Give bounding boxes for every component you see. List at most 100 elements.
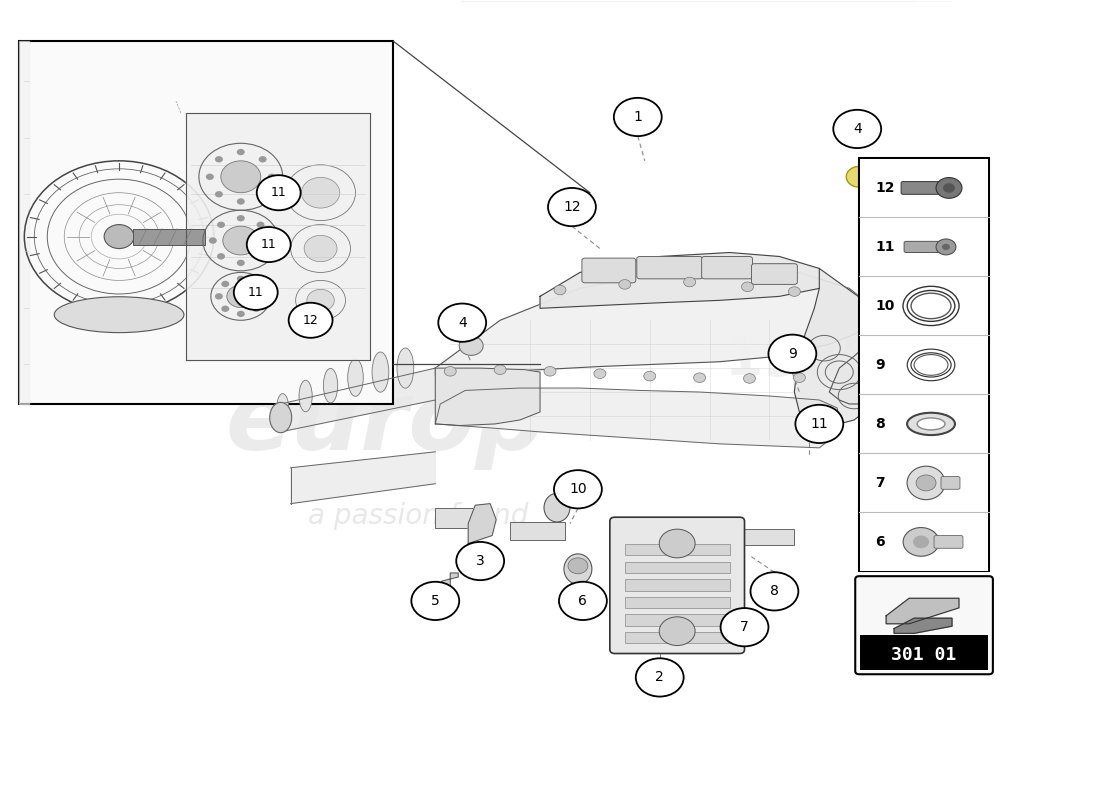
Ellipse shape	[917, 418, 945, 430]
Circle shape	[684, 278, 695, 286]
Ellipse shape	[372, 352, 388, 392]
Circle shape	[916, 475, 936, 491]
Circle shape	[444, 366, 456, 376]
Text: 10: 10	[569, 482, 586, 496]
Circle shape	[301, 178, 340, 208]
Circle shape	[936, 239, 956, 255]
Circle shape	[304, 235, 337, 262]
Text: 12: 12	[876, 181, 894, 195]
Ellipse shape	[270, 402, 292, 433]
Circle shape	[694, 373, 705, 382]
Bar	[859, 158, 989, 571]
Circle shape	[288, 302, 332, 338]
Text: 8: 8	[876, 417, 884, 431]
Text: 4: 4	[458, 316, 466, 330]
Ellipse shape	[564, 554, 592, 584]
Circle shape	[942, 244, 950, 250]
Circle shape	[494, 365, 506, 374]
Bar	[625, 562, 729, 573]
Circle shape	[903, 527, 939, 556]
Circle shape	[209, 238, 217, 244]
Ellipse shape	[323, 369, 338, 403]
Circle shape	[456, 542, 504, 580]
FancyBboxPatch shape	[609, 517, 745, 654]
Circle shape	[223, 226, 258, 255]
FancyBboxPatch shape	[855, 576, 993, 674]
Circle shape	[846, 166, 872, 187]
Circle shape	[644, 371, 656, 381]
Circle shape	[438, 303, 486, 342]
Bar	[860, 395, 988, 453]
Polygon shape	[20, 42, 30, 404]
Text: 11: 11	[261, 238, 276, 251]
Circle shape	[236, 260, 245, 266]
Circle shape	[619, 280, 630, 289]
Circle shape	[459, 336, 483, 355]
Circle shape	[217, 253, 226, 259]
FancyBboxPatch shape	[582, 258, 636, 283]
Circle shape	[307, 290, 334, 311]
Circle shape	[793, 373, 805, 382]
FancyBboxPatch shape	[904, 242, 942, 253]
Polygon shape	[280, 368, 436, 432]
Text: 12: 12	[302, 314, 319, 326]
Ellipse shape	[299, 380, 312, 412]
Circle shape	[913, 535, 930, 548]
Circle shape	[256, 222, 264, 228]
Polygon shape	[436, 269, 869, 376]
Circle shape	[227, 285, 255, 307]
Circle shape	[267, 174, 276, 180]
Text: 5: 5	[431, 594, 440, 608]
Circle shape	[252, 306, 261, 312]
FancyBboxPatch shape	[901, 182, 945, 194]
Polygon shape	[436, 368, 540, 426]
Bar	[860, 635, 988, 670]
Circle shape	[104, 225, 134, 249]
Text: 2: 2	[656, 670, 664, 685]
Circle shape	[236, 310, 245, 317]
Polygon shape	[685, 0, 952, 2]
Bar	[20, 42, 394, 404]
Text: 7: 7	[876, 476, 884, 490]
Ellipse shape	[908, 413, 955, 435]
FancyBboxPatch shape	[637, 257, 703, 279]
Circle shape	[256, 253, 264, 259]
Bar	[860, 514, 988, 570]
Circle shape	[789, 286, 801, 296]
Circle shape	[720, 608, 769, 646]
Circle shape	[221, 281, 229, 287]
Ellipse shape	[544, 494, 570, 522]
Circle shape	[659, 617, 695, 646]
Circle shape	[256, 175, 300, 210]
Circle shape	[750, 572, 799, 610]
Text: 1: 1	[634, 110, 642, 124]
Circle shape	[636, 658, 684, 697]
Bar	[860, 336, 988, 394]
Circle shape	[214, 156, 223, 162]
Bar	[510, 522, 565, 539]
Ellipse shape	[908, 466, 945, 500]
Text: 4: 4	[852, 122, 861, 136]
Bar	[625, 579, 729, 590]
Circle shape	[246, 227, 290, 262]
Circle shape	[258, 156, 266, 162]
Bar	[860, 454, 988, 512]
Ellipse shape	[54, 297, 184, 333]
Polygon shape	[794, 269, 879, 424]
Circle shape	[795, 405, 844, 443]
Bar	[860, 278, 988, 334]
Circle shape	[265, 238, 273, 244]
Bar	[625, 614, 729, 626]
Circle shape	[217, 222, 226, 228]
Text: 10: 10	[876, 299, 894, 313]
Circle shape	[258, 293, 266, 299]
Polygon shape	[894, 618, 952, 634]
Bar	[133, 229, 205, 245]
Text: 11: 11	[811, 417, 828, 431]
Circle shape	[936, 178, 962, 198]
Circle shape	[769, 334, 816, 373]
Circle shape	[258, 191, 266, 198]
FancyBboxPatch shape	[702, 257, 752, 279]
Text: 9: 9	[788, 346, 796, 361]
Text: 301 01: 301 01	[891, 646, 957, 663]
